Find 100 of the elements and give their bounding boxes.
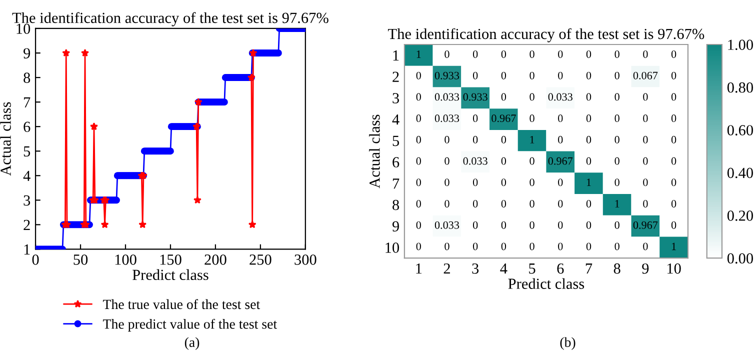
y-tick-label: 9: [392, 221, 399, 232]
y-tick-label: 4: [392, 114, 400, 125]
data-label: 1: [615, 200, 620, 208]
data-label: 0: [501, 178, 506, 186]
data-label: 0.967: [548, 157, 573, 165]
x-tick-label: 5: [529, 264, 536, 274]
data-label: 0: [416, 200, 421, 208]
data-label: 0: [643, 50, 648, 58]
data-label: 0: [472, 136, 478, 144]
data-label: 0.933: [434, 72, 460, 80]
data-label: 0: [586, 242, 592, 250]
x-tick-label: 200: [204, 254, 226, 265]
data-label: 0: [501, 72, 506, 80]
data-label: 0: [501, 157, 506, 165]
data-label: 0: [444, 136, 450, 144]
data-label: 0: [614, 114, 620, 122]
y-tick-label: 8: [24, 72, 30, 83]
data-label: 0.933: [463, 93, 488, 101]
data-label: 0: [444, 50, 450, 58]
data-label: 0: [558, 114, 563, 122]
data-label: 1: [586, 178, 591, 186]
y-tick-label: 1: [393, 50, 399, 60]
y-axis-title: Actual class: [369, 114, 380, 188]
x-tick-label: 150: [160, 254, 182, 265]
y-tick-label: 7: [392, 178, 400, 189]
data-label: 0: [671, 136, 676, 144]
x-tick-label: 0: [32, 254, 39, 265]
data-label: 0: [614, 72, 620, 80]
data-label: 0: [643, 114, 648, 122]
x-tick-label: 2: [444, 263, 450, 274]
data-label: 0: [472, 200, 478, 208]
data-label: 0: [416, 178, 421, 186]
data-label: 0: [614, 178, 620, 186]
color-bar-label: 0.00: [727, 253, 753, 264]
data-label: 0: [558, 50, 563, 58]
data-label: 0: [643, 242, 648, 250]
chart-title: The identification accuracy of the test set is 97.67%: [388, 28, 704, 42]
data-label: 0: [444, 242, 450, 250]
data-label: 0: [501, 136, 506, 144]
x-tick-label: 1: [416, 263, 422, 274]
data-label: 1: [672, 242, 676, 250]
data-label: 0: [558, 178, 563, 186]
data-label: 0.033: [434, 93, 460, 101]
x-axis-title: Predict class: [508, 278, 584, 289]
data-label: 0: [614, 50, 620, 58]
data-label: 0: [530, 242, 534, 250]
color-bar-label: 0.80: [727, 82, 753, 93]
data-label: 0.033: [434, 221, 460, 229]
data-label: 0: [671, 157, 676, 165]
x-axis-title: Predict class: [132, 269, 208, 280]
data-label: 0: [643, 200, 648, 208]
data-label: 0: [643, 93, 648, 101]
y-axis-title: Actual class: [0, 102, 11, 176]
data-label: 0: [501, 93, 506, 101]
x-tick-label: 300: [294, 254, 316, 265]
data-label: 0: [530, 114, 534, 122]
y-tick-label: 2: [392, 72, 399, 82]
data-label: 0: [558, 221, 563, 229]
data-label: 0: [614, 157, 620, 165]
data-label: 0: [444, 157, 450, 165]
x-tick-label: 250: [250, 254, 272, 265]
y-tick-label: 9: [24, 48, 30, 58]
data-label: 0: [586, 136, 592, 144]
y-tick-label: 3: [24, 195, 30, 206]
data-label: 0: [472, 114, 478, 122]
color-bar-label: 1.00: [728, 40, 753, 50]
data-label: 0: [558, 72, 563, 80]
data-label: 0: [586, 72, 592, 80]
data-label: 0: [444, 178, 450, 186]
data-label: 0: [586, 157, 592, 165]
data-label: 0.033: [548, 93, 572, 101]
data-label: 0: [671, 221, 676, 229]
x-tick-label: 10: [667, 263, 681, 274]
data-label: 0: [416, 72, 421, 80]
y-tick-label: 10: [386, 242, 400, 253]
y-tick-label: 6: [392, 157, 400, 168]
y-tick-label: 8: [392, 200, 400, 210]
data-label: 0: [586, 93, 592, 101]
data-label: 0: [530, 72, 534, 80]
x-tick-label: 3: [472, 263, 479, 274]
data-label: 0: [558, 242, 563, 250]
data-label: 0.967: [633, 221, 658, 229]
data-label: 0: [614, 221, 620, 229]
data-label: 1: [530, 136, 534, 144]
data-label: 0: [416, 157, 421, 165]
x-tick-label: 7: [586, 264, 592, 274]
y-tick-label: 3: [392, 93, 399, 104]
data-label: 0: [671, 178, 676, 186]
data-label: 0: [416, 93, 421, 101]
y-tick-label: 5: [392, 136, 399, 146]
data-label: 0: [530, 178, 534, 186]
x-tick-label: 4: [500, 264, 508, 274]
x-tick-label: 50: [74, 254, 88, 265]
data-label: 0: [671, 200, 676, 208]
data-label: 0: [472, 221, 478, 229]
data-label: 0: [671, 72, 676, 80]
data-label: 0: [416, 114, 421, 122]
data-label: 0: [416, 221, 421, 229]
x-tick-label: 100: [115, 254, 136, 265]
data-label: 1: [416, 50, 421, 58]
